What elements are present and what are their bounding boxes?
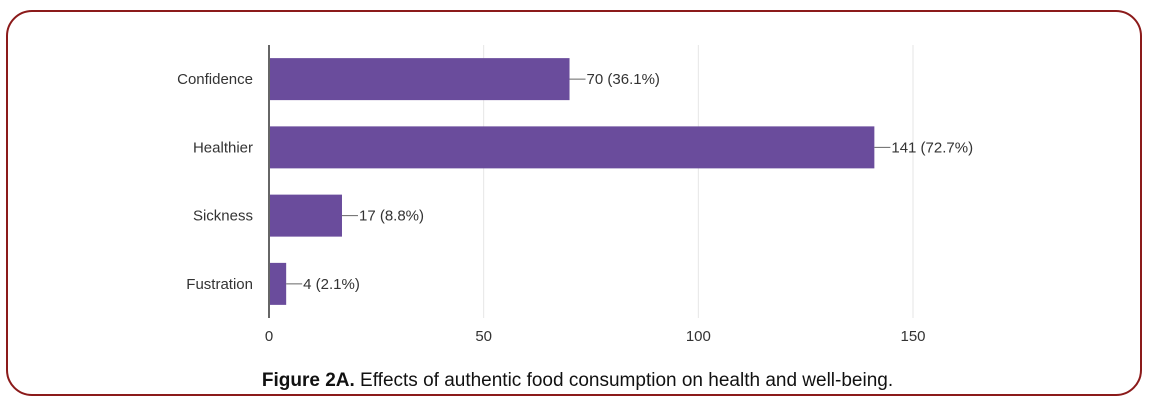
- category-label: Confidence: [177, 71, 253, 88]
- bar-healthier: [270, 126, 875, 169]
- data-label: 141 (72.7%): [891, 139, 973, 156]
- bar-fustration: [270, 262, 287, 305]
- x-tick-label: 100: [686, 328, 711, 345]
- caption-figure-number: Figure 2A.: [261, 370, 355, 391]
- figure-frame: [6, 10, 1142, 396]
- x-tick-label: 0: [265, 328, 273, 345]
- data-label: 70 (36.1%): [587, 71, 660, 88]
- bar-sickness: [270, 194, 342, 237]
- data-label: 4 (2.1%): [303, 276, 360, 293]
- x-tick-label: 50: [475, 328, 492, 345]
- bars: [270, 58, 875, 305]
- data-label: 17 (8.8%): [359, 208, 424, 225]
- category-label: Sickness: [193, 208, 253, 225]
- bar-confidence: [270, 58, 570, 101]
- bar-chart: 0 50 100 150 Confidence 70 (36.1%) Healthier 14…: [177, 45, 973, 345]
- labels: 0 50 100 150 Confidence 70 (36.1%) Healthier 14…: [177, 71, 973, 345]
- category-label: Fustration: [186, 276, 253, 293]
- caption-text: Effects of authentic food consumption on…: [354, 370, 894, 391]
- figure-caption: Figure 2A. Effects of authentic food con…: [0, 370, 1155, 392]
- x-tick-label: 150: [900, 328, 925, 345]
- category-label: Healthier: [193, 139, 253, 156]
